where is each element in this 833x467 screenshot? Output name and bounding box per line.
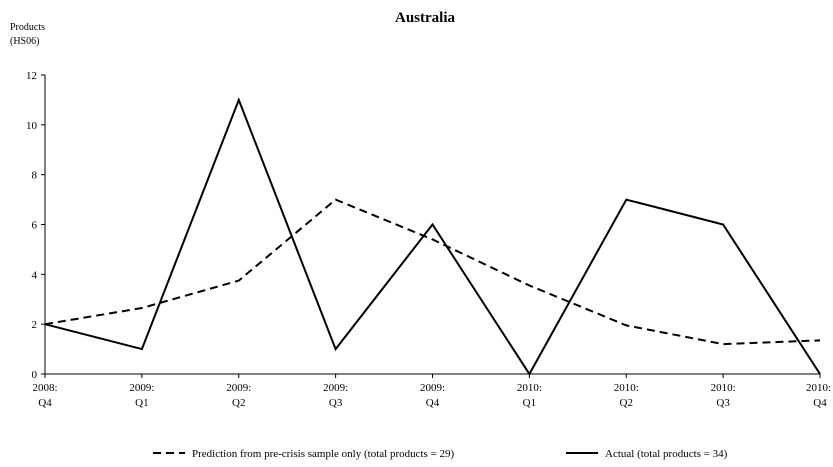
x-tick-label: 2010: Q3 bbox=[711, 382, 736, 409]
x-tick-label-year: 2010: bbox=[517, 382, 542, 394]
x-tick-label-quarter: Q1 bbox=[135, 397, 148, 409]
axes: 0246810122008:Q42009:Q12009:Q22009:Q3200… bbox=[26, 70, 831, 409]
y-tick-label: 0 bbox=[32, 369, 38, 381]
y-tick-label: 6 bbox=[32, 220, 38, 232]
legend-label: Prediction from pre-crisis sample only (… bbox=[192, 448, 455, 460]
series-lines bbox=[44, 97, 821, 376]
y-tick-label: 8 bbox=[32, 170, 38, 182]
x-tick-label: 2008: Q4 bbox=[32, 382, 57, 409]
x-tick-label: 2009: Q2 bbox=[226, 382, 251, 409]
x-tick-label-quarter: Q4 bbox=[38, 397, 52, 409]
x-tick-label: 2009: Q3 bbox=[323, 382, 348, 409]
x-tick-label-quarter: Q3 bbox=[329, 397, 343, 409]
x-tick-label: 2010: Q1 bbox=[517, 382, 542, 409]
x-tick-label: 2009: Q4 bbox=[420, 382, 445, 409]
x-tick-label-year: 2010: bbox=[614, 382, 639, 394]
y-tick-label: 10 bbox=[26, 120, 38, 132]
x-tick-label-year: 2010: bbox=[806, 382, 831, 394]
x-tick-label: 2009: Q1 bbox=[129, 382, 154, 409]
legend-item: Actual (total products = 34) bbox=[566, 448, 728, 460]
series-line-prediction bbox=[44, 198, 821, 346]
x-tick-label-year: 2008: bbox=[32, 382, 57, 394]
x-tick-label-year: 2009: bbox=[420, 382, 445, 394]
y-tick-label: 4 bbox=[32, 269, 38, 281]
chart-title: Australia bbox=[395, 10, 456, 26]
x-tick-label-quarter: Q2 bbox=[620, 397, 633, 409]
series-line-actual bbox=[44, 97, 821, 376]
x-tick-label-year: 2009: bbox=[323, 382, 348, 394]
x-tick-label: 2010: Q4 bbox=[806, 382, 831, 409]
y-axis-label-line-1: Products bbox=[10, 22, 45, 33]
x-tick-label-quarter: Q4 bbox=[426, 397, 440, 409]
y-tick-label: 12 bbox=[26, 70, 37, 82]
legend-label: Actual (total products = 34) bbox=[605, 448, 728, 460]
x-tick-label-quarter: Q4 bbox=[813, 397, 827, 409]
legend-item: Prediction from pre-crisis sample only (… bbox=[153, 448, 455, 460]
y-tick-label: 2 bbox=[32, 319, 38, 331]
x-tick-label-quarter: Q1 bbox=[523, 397, 536, 409]
x-tick-label-year: 2009: bbox=[129, 382, 154, 394]
x-tick-label-quarter: Q2 bbox=[232, 397, 245, 409]
x-tick-label-quarter: Q3 bbox=[716, 397, 730, 409]
x-tick-label-year: 2010: bbox=[711, 382, 736, 394]
legend: Prediction from pre-crisis sample only (… bbox=[153, 448, 728, 460]
y-axis-label-line-2: (HS06) bbox=[10, 36, 39, 47]
x-tick-label-year: 2009: bbox=[226, 382, 251, 394]
x-tick-label: 2010: Q2 bbox=[614, 382, 639, 409]
